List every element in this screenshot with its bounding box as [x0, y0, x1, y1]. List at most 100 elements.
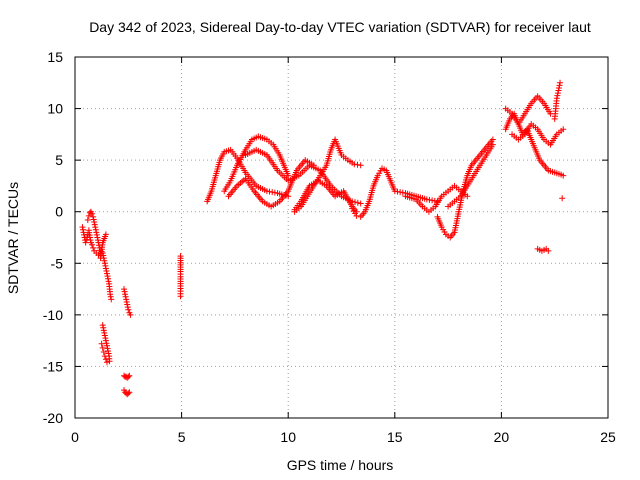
- data-point: [108, 296, 115, 303]
- x-tick-label: 20: [494, 429, 510, 445]
- x-axis-label: GPS time / hours: [287, 457, 394, 473]
- data-point: [106, 358, 113, 365]
- data-point: [464, 193, 471, 200]
- data-point: [125, 390, 132, 397]
- data-point: [357, 162, 364, 169]
- data-point: [354, 199, 361, 206]
- data-point: [102, 265, 109, 272]
- data-point: [85, 212, 92, 219]
- data-point: [426, 196, 433, 203]
- data-point: [89, 241, 96, 248]
- data-point: [102, 356, 109, 363]
- data-point: [121, 286, 128, 293]
- grid-lines: [75, 57, 608, 418]
- data-point: [79, 224, 86, 231]
- data-point: [554, 92, 561, 99]
- data-point: [123, 296, 130, 303]
- data-point: [101, 260, 108, 267]
- x-tick-label: 0: [71, 429, 79, 445]
- data-point: [557, 79, 564, 86]
- data-point: [87, 237, 94, 244]
- y-tick-label: 0: [55, 204, 63, 220]
- data-point: [102, 337, 109, 344]
- data-point: [98, 340, 105, 347]
- axes: 0 5 10 15 20 25 -20 -15 -10 -5 0 5 10 15: [43, 49, 616, 445]
- data-point: [80, 229, 87, 236]
- data-point: [84, 216, 91, 223]
- x-tick-label: 5: [178, 429, 186, 445]
- data-point: [82, 239, 89, 246]
- data-point: [86, 234, 93, 241]
- x-tick-label: 15: [387, 429, 403, 445]
- data-point: [99, 344, 106, 351]
- data-point: [122, 291, 129, 298]
- data-point: [121, 288, 128, 295]
- data-point: [124, 304, 131, 311]
- data-point: [105, 347, 112, 354]
- data-point: [399, 189, 406, 196]
- data-point: [555, 84, 562, 91]
- data-point: [104, 273, 111, 280]
- data-point: [89, 210, 96, 217]
- data-point: [560, 172, 567, 179]
- data-point: [100, 252, 107, 259]
- y-axis-label: SDTVAR / TECUs: [5, 182, 21, 294]
- data-point: [354, 161, 361, 168]
- y-tick-label: -20: [43, 410, 63, 426]
- data-point: [83, 236, 90, 243]
- data-point: [105, 278, 112, 285]
- data-point: [91, 221, 98, 228]
- data-point: [93, 229, 100, 236]
- data-point: [107, 291, 114, 298]
- data-point: [554, 90, 561, 97]
- data-point: [101, 332, 108, 339]
- data-point: [97, 247, 104, 254]
- data-point: [285, 172, 292, 179]
- data-point: [100, 324, 107, 331]
- data-point: [489, 136, 496, 143]
- data-point: [559, 195, 566, 202]
- data-point: [94, 234, 101, 241]
- data-point: [545, 247, 552, 254]
- data-point: [102, 262, 109, 269]
- data-point: [126, 389, 133, 396]
- data-point: [91, 219, 98, 226]
- data-point: [397, 189, 404, 196]
- data-point: [103, 359, 110, 366]
- data-point: [553, 95, 560, 102]
- y-tick-label: 5: [55, 152, 63, 168]
- data-point: [105, 350, 112, 357]
- data-points: [79, 79, 567, 398]
- y-tick-label: -5: [51, 255, 64, 271]
- data-point: [95, 242, 102, 249]
- data-point: [95, 239, 102, 246]
- y-tick-label: 15: [47, 49, 63, 65]
- data-point: [101, 329, 108, 336]
- data-point: [429, 197, 436, 204]
- data-point: [101, 353, 108, 360]
- data-point: [122, 293, 129, 300]
- data-point: [556, 82, 563, 89]
- data-point: [105, 275, 112, 282]
- data-point: [90, 213, 97, 220]
- data-point: [92, 226, 99, 233]
- data-point: [100, 327, 107, 334]
- data-point: [125, 373, 132, 380]
- data-point: [94, 237, 101, 244]
- data-point: [127, 311, 134, 318]
- data-point: [92, 224, 99, 231]
- data-point: [103, 342, 110, 349]
- data-point: [269, 189, 276, 196]
- y-tick-label: -15: [43, 358, 63, 374]
- data-point: [104, 345, 111, 352]
- y-tick-label: -10: [43, 307, 63, 323]
- data-point: [177, 293, 184, 300]
- data-point: [96, 244, 103, 251]
- data-point: [90, 216, 97, 223]
- data-point: [99, 322, 106, 329]
- data-point: [352, 199, 359, 206]
- data-point: [123, 298, 130, 305]
- data-point: [101, 257, 108, 264]
- chart-title: Day 342 of 2023, Sidereal Day-to-day VTE…: [89, 19, 591, 35]
